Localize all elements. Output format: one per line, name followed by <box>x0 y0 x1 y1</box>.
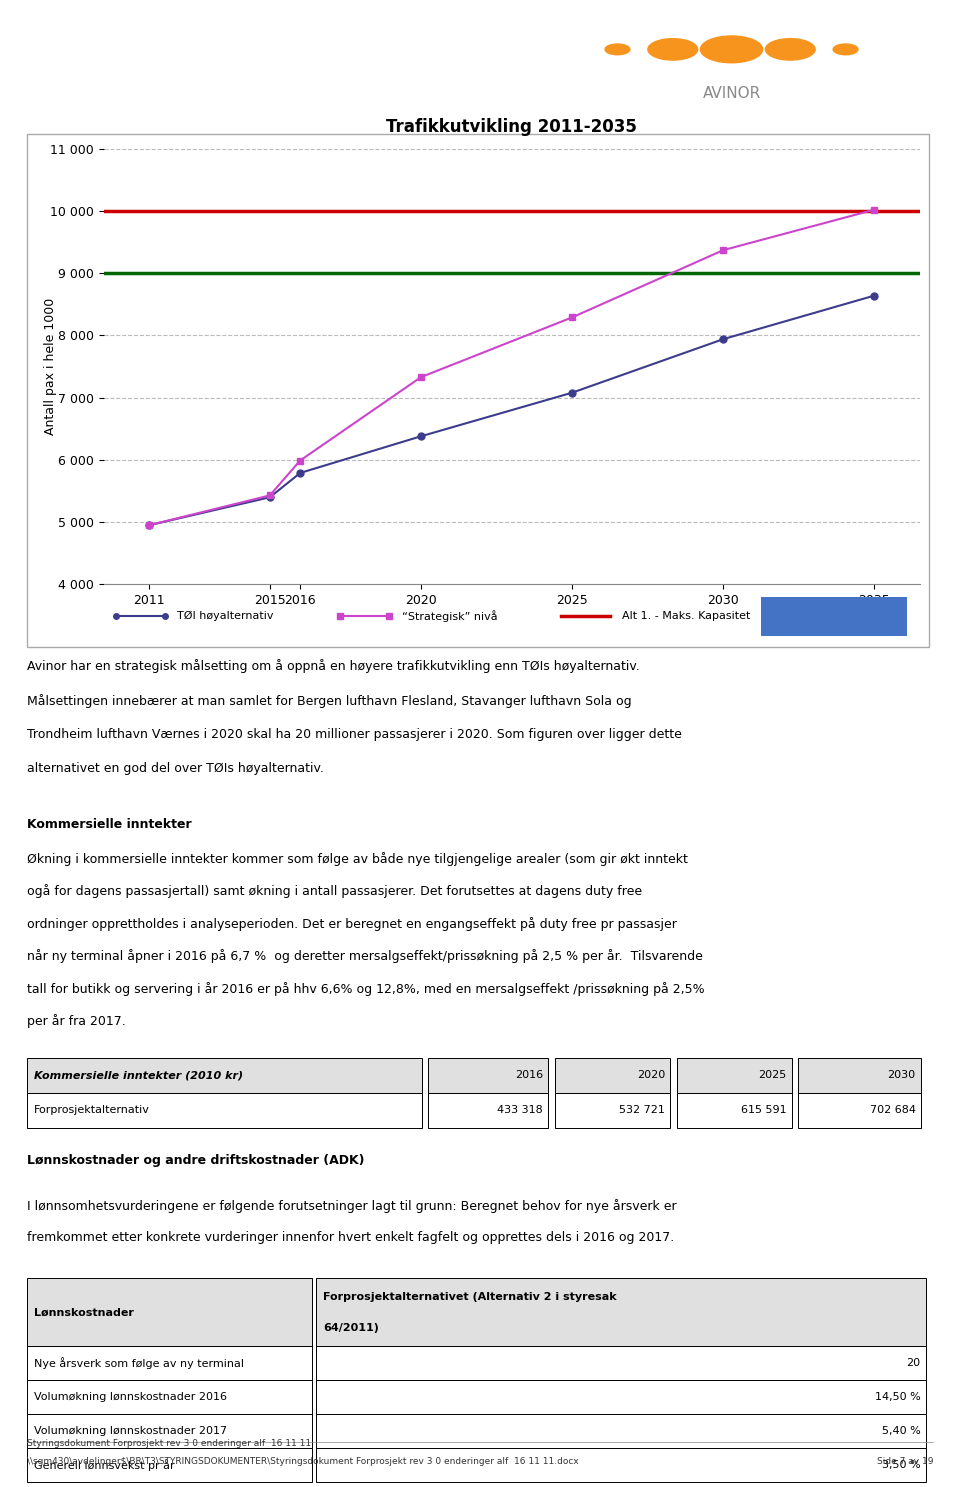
Bar <box>428 1057 548 1093</box>
Text: ordninger opprettholdes i analyseperioden. Det er beregnet en engangseffekt på d: ordninger opprettholdes i analyseperiode… <box>27 916 677 931</box>
Ellipse shape <box>833 45 858 55</box>
Text: Forprosjektalternativet (Alternativ 2 i styresak: Forprosjektalternativet (Alternativ 2 i … <box>323 1292 616 1303</box>
Text: AVINOR: AVINOR <box>703 86 760 101</box>
Text: 2030: 2030 <box>888 1071 916 1080</box>
Text: Økning i kommersielle inntekter kommer som følge av både nye tilgjengelige areal: Økning i kommersielle inntekter kommer s… <box>27 852 687 865</box>
Bar <box>27 1448 312 1483</box>
Bar <box>27 1346 312 1380</box>
Text: Trondheim lufthavn Værnes i 2020 skal ha 20 millioner passasjerer i 2020. Som fi: Trondheim lufthavn Værnes i 2020 skal ha… <box>27 727 682 741</box>
Bar <box>555 1057 670 1093</box>
Text: 433 318: 433 318 <box>497 1105 543 1115</box>
Text: 20: 20 <box>906 1358 921 1368</box>
Bar <box>27 1093 422 1127</box>
Bar <box>27 1057 422 1093</box>
Text: 2016: 2016 <box>515 1071 543 1080</box>
Text: TØI høyalternativ: TØI høyalternativ <box>177 611 274 622</box>
Text: I lønnsomhetsvurderingene er følgende forutsetninger lagt til grunn: Beregnet be: I lønnsomhetsvurderingene er følgende fo… <box>27 1199 677 1212</box>
Text: \\sgm430\avdelinger$\BR\T3\STYRINGSDOKUMENTER\Styringsdokument Forprosjekt rev 3: \\sgm430\avdelinger$\BR\T3\STYRINGSDOKUM… <box>27 1457 579 1466</box>
Text: Kommersielle inntekter: Kommersielle inntekter <box>27 818 191 831</box>
Text: fremkommet etter konkrete vurderinger innenfor hvert enkelt fagfelt og opprettes: fremkommet etter konkrete vurderinger in… <box>27 1231 674 1245</box>
Text: Forprosjektalternativ: Forprosjektalternativ <box>35 1105 150 1115</box>
Text: Lønnskostnader og andre driftskostnader (ADK): Lønnskostnader og andre driftskostnader … <box>27 1154 365 1167</box>
Bar <box>799 1093 922 1127</box>
Bar <box>555 1093 670 1127</box>
Bar <box>316 1279 925 1346</box>
Text: Volumøkning lønnskostnader 2016: Volumøkning lønnskostnader 2016 <box>35 1392 228 1402</box>
Text: “Strategisk” nivå: “Strategisk” nivå <box>401 610 497 623</box>
Text: 3,50 %: 3,50 % <box>881 1460 921 1471</box>
Text: 5,40 %: 5,40 % <box>881 1426 921 1436</box>
Bar <box>27 1414 312 1448</box>
Text: Volumøkning lønnskostnader 2017: Volumøkning lønnskostnader 2017 <box>35 1426 228 1436</box>
Text: per år fra 2017.: per år fra 2017. <box>27 1014 126 1028</box>
Text: Kommersielle inntekter (2010 kr): Kommersielle inntekter (2010 kr) <box>35 1071 243 1080</box>
Text: alternativet en god del over TØIs høyalternativ.: alternativet en god del over TØIs høyalt… <box>27 761 324 775</box>
Text: Nye årsverk som følge av ny terminal: Nye årsverk som følge av ny terminal <box>35 1358 244 1370</box>
Bar <box>316 1448 925 1483</box>
Bar <box>760 596 907 636</box>
Text: Generell lønnsvekst pr år: Generell lønnsvekst pr år <box>35 1459 175 1471</box>
Text: 615 591: 615 591 <box>741 1105 786 1115</box>
Bar <box>677 1057 792 1093</box>
Text: Side 7 av 19: Side 7 av 19 <box>876 1457 933 1466</box>
Text: Målsettingen innebærer at man samlet for Bergen lufthavn Flesland, Stavanger luf: Målsettingen innebærer at man samlet for… <box>27 694 632 708</box>
Text: 532 721: 532 721 <box>619 1105 665 1115</box>
Text: Styringsdokument Forprosjekt rev 3 0 enderinger alf  16 11 11: Styringsdokument Forprosjekt rev 3 0 end… <box>27 1439 311 1448</box>
Text: ogå for dagens passasjertall) samt økning i antall passasjerer. Det forutsettes : ogå for dagens passasjertall) samt øknin… <box>27 885 642 898</box>
Ellipse shape <box>605 45 630 55</box>
Text: tall for butikk og servering i år 2016 er på hhv 6,6% og 12,8%, med en mersalgse: tall for butikk og servering i år 2016 e… <box>27 981 705 996</box>
Text: 2020: 2020 <box>636 1071 665 1080</box>
Ellipse shape <box>765 39 815 59</box>
Title: Trafikkutvikling 2011-2035: Trafikkutvikling 2011-2035 <box>386 117 637 135</box>
Bar <box>799 1057 922 1093</box>
Text: 702 684: 702 684 <box>870 1105 916 1115</box>
Ellipse shape <box>701 36 762 62</box>
Bar <box>316 1414 925 1448</box>
Text: 14,50 %: 14,50 % <box>875 1392 921 1402</box>
Bar <box>677 1093 792 1127</box>
Text: Antall pax i hele 1000: Antall pax i hele 1000 <box>44 297 58 436</box>
Text: Lønnskostnader: Lønnskostnader <box>35 1307 134 1317</box>
Text: 64/2011): 64/2011) <box>323 1323 379 1332</box>
Ellipse shape <box>648 39 698 59</box>
Text: 2025: 2025 <box>758 1071 786 1080</box>
Text: Alt 1. - Maks. Kapasitet: Alt 1. - Maks. Kapasitet <box>622 611 750 622</box>
Bar <box>428 1093 548 1127</box>
Bar <box>27 1380 312 1414</box>
Text: Avinor har en strategisk målsetting om å oppnå en høyere trafikkutvikling enn TØ: Avinor har en strategisk målsetting om å… <box>27 659 639 672</box>
Bar <box>316 1380 925 1414</box>
Bar <box>316 1346 925 1380</box>
Text: når ny terminal åpner i 2016 på 6,7 %  og deretter mersalgseffekt/prissøkning på: når ny terminal åpner i 2016 på 6,7 % og… <box>27 949 703 964</box>
Bar <box>27 1279 312 1346</box>
